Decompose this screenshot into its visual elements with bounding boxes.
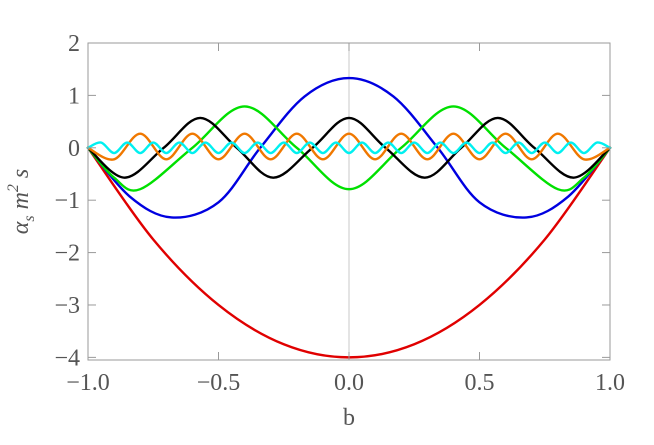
y-axis-label-tail: s <box>8 169 34 184</box>
series-line-6 <box>86 141 612 155</box>
y-axis-label-base: α <box>8 221 34 234</box>
series-line-5 <box>86 132 612 161</box>
x-tick-label: −1.0 <box>66 370 110 396</box>
y-tick-label: −2 <box>54 241 80 267</box>
y-tick-label: −1 <box>54 188 80 214</box>
y-axis-label-sup: 2 <box>5 184 22 192</box>
y-tick-label: −4 <box>54 345 80 371</box>
x-axis-label: b <box>343 405 355 431</box>
y-tick-label: 1 <box>68 83 80 109</box>
x-tick-label: 0.5 <box>465 370 495 396</box>
y-axis-label-mid: m <box>8 192 34 215</box>
x-tick-label: −0.5 <box>197 370 241 396</box>
ticks-layer: −1.0 −0.5 0.0 0.5 1.0 2 1 0 −1 −2 −3 −4 <box>54 31 625 396</box>
series-line-4 <box>86 116 612 179</box>
series-line-3 <box>86 105 612 192</box>
y-axis-label: αs m2 s <box>5 169 38 235</box>
y-tick-label: 0 <box>68 136 80 162</box>
x-tick-label: 1.0 <box>595 370 625 396</box>
series-layer <box>86 76 612 359</box>
y-tick-label: −3 <box>54 293 80 319</box>
series-line-2 <box>86 76 612 219</box>
y-tick-label: 2 <box>68 31 80 57</box>
y-axis-label-sub: s <box>21 215 38 221</box>
x-tick-label: 0.0 <box>334 370 364 396</box>
